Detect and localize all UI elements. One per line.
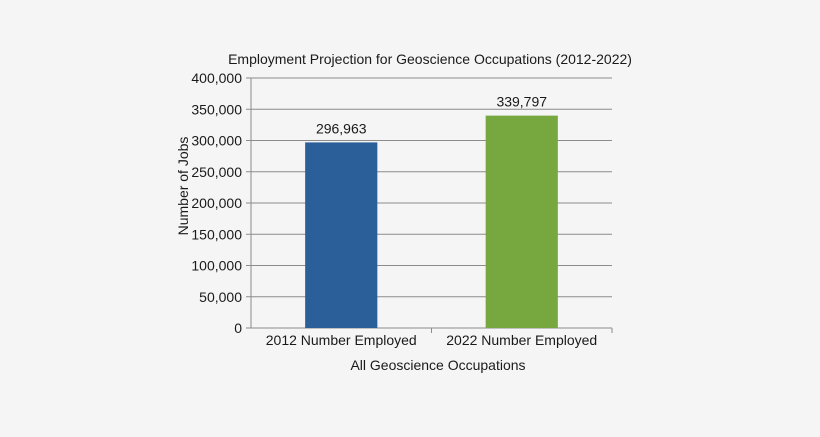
bar — [485, 115, 558, 328]
data-label: 296,963 — [316, 120, 367, 136]
y-tick-label: 400,000 — [191, 70, 242, 86]
y-tick-label: 350,000 — [191, 101, 242, 117]
y-tick-label: 150,000 — [191, 226, 242, 242]
y-tick-label: 100,000 — [191, 258, 242, 274]
y-tick-label: 300,000 — [191, 133, 242, 149]
x-tick-label: 2022 Number Employed — [446, 332, 597, 348]
y-tick-label: 0 — [234, 320, 242, 336]
x-tick-label: 2012 Number Employed — [266, 332, 417, 348]
y-tick-label: 200,000 — [191, 195, 242, 211]
y-axis-title: Number of Jobs — [175, 137, 191, 236]
labels: 0 50,000 100,000 150,000 200,000 250,000 300,0… — [191, 70, 597, 348]
bar — [305, 142, 378, 328]
data-label: 339,797 — [496, 94, 547, 110]
y-tick-label: 250,000 — [191, 164, 242, 180]
bars — [305, 115, 558, 328]
x-axis-title: All Geoscience Occupations — [350, 357, 525, 373]
y-tick-label: 50,000 — [199, 289, 242, 305]
chart-title: Employment Projection for Geoscience Occ… — [228, 51, 632, 67]
